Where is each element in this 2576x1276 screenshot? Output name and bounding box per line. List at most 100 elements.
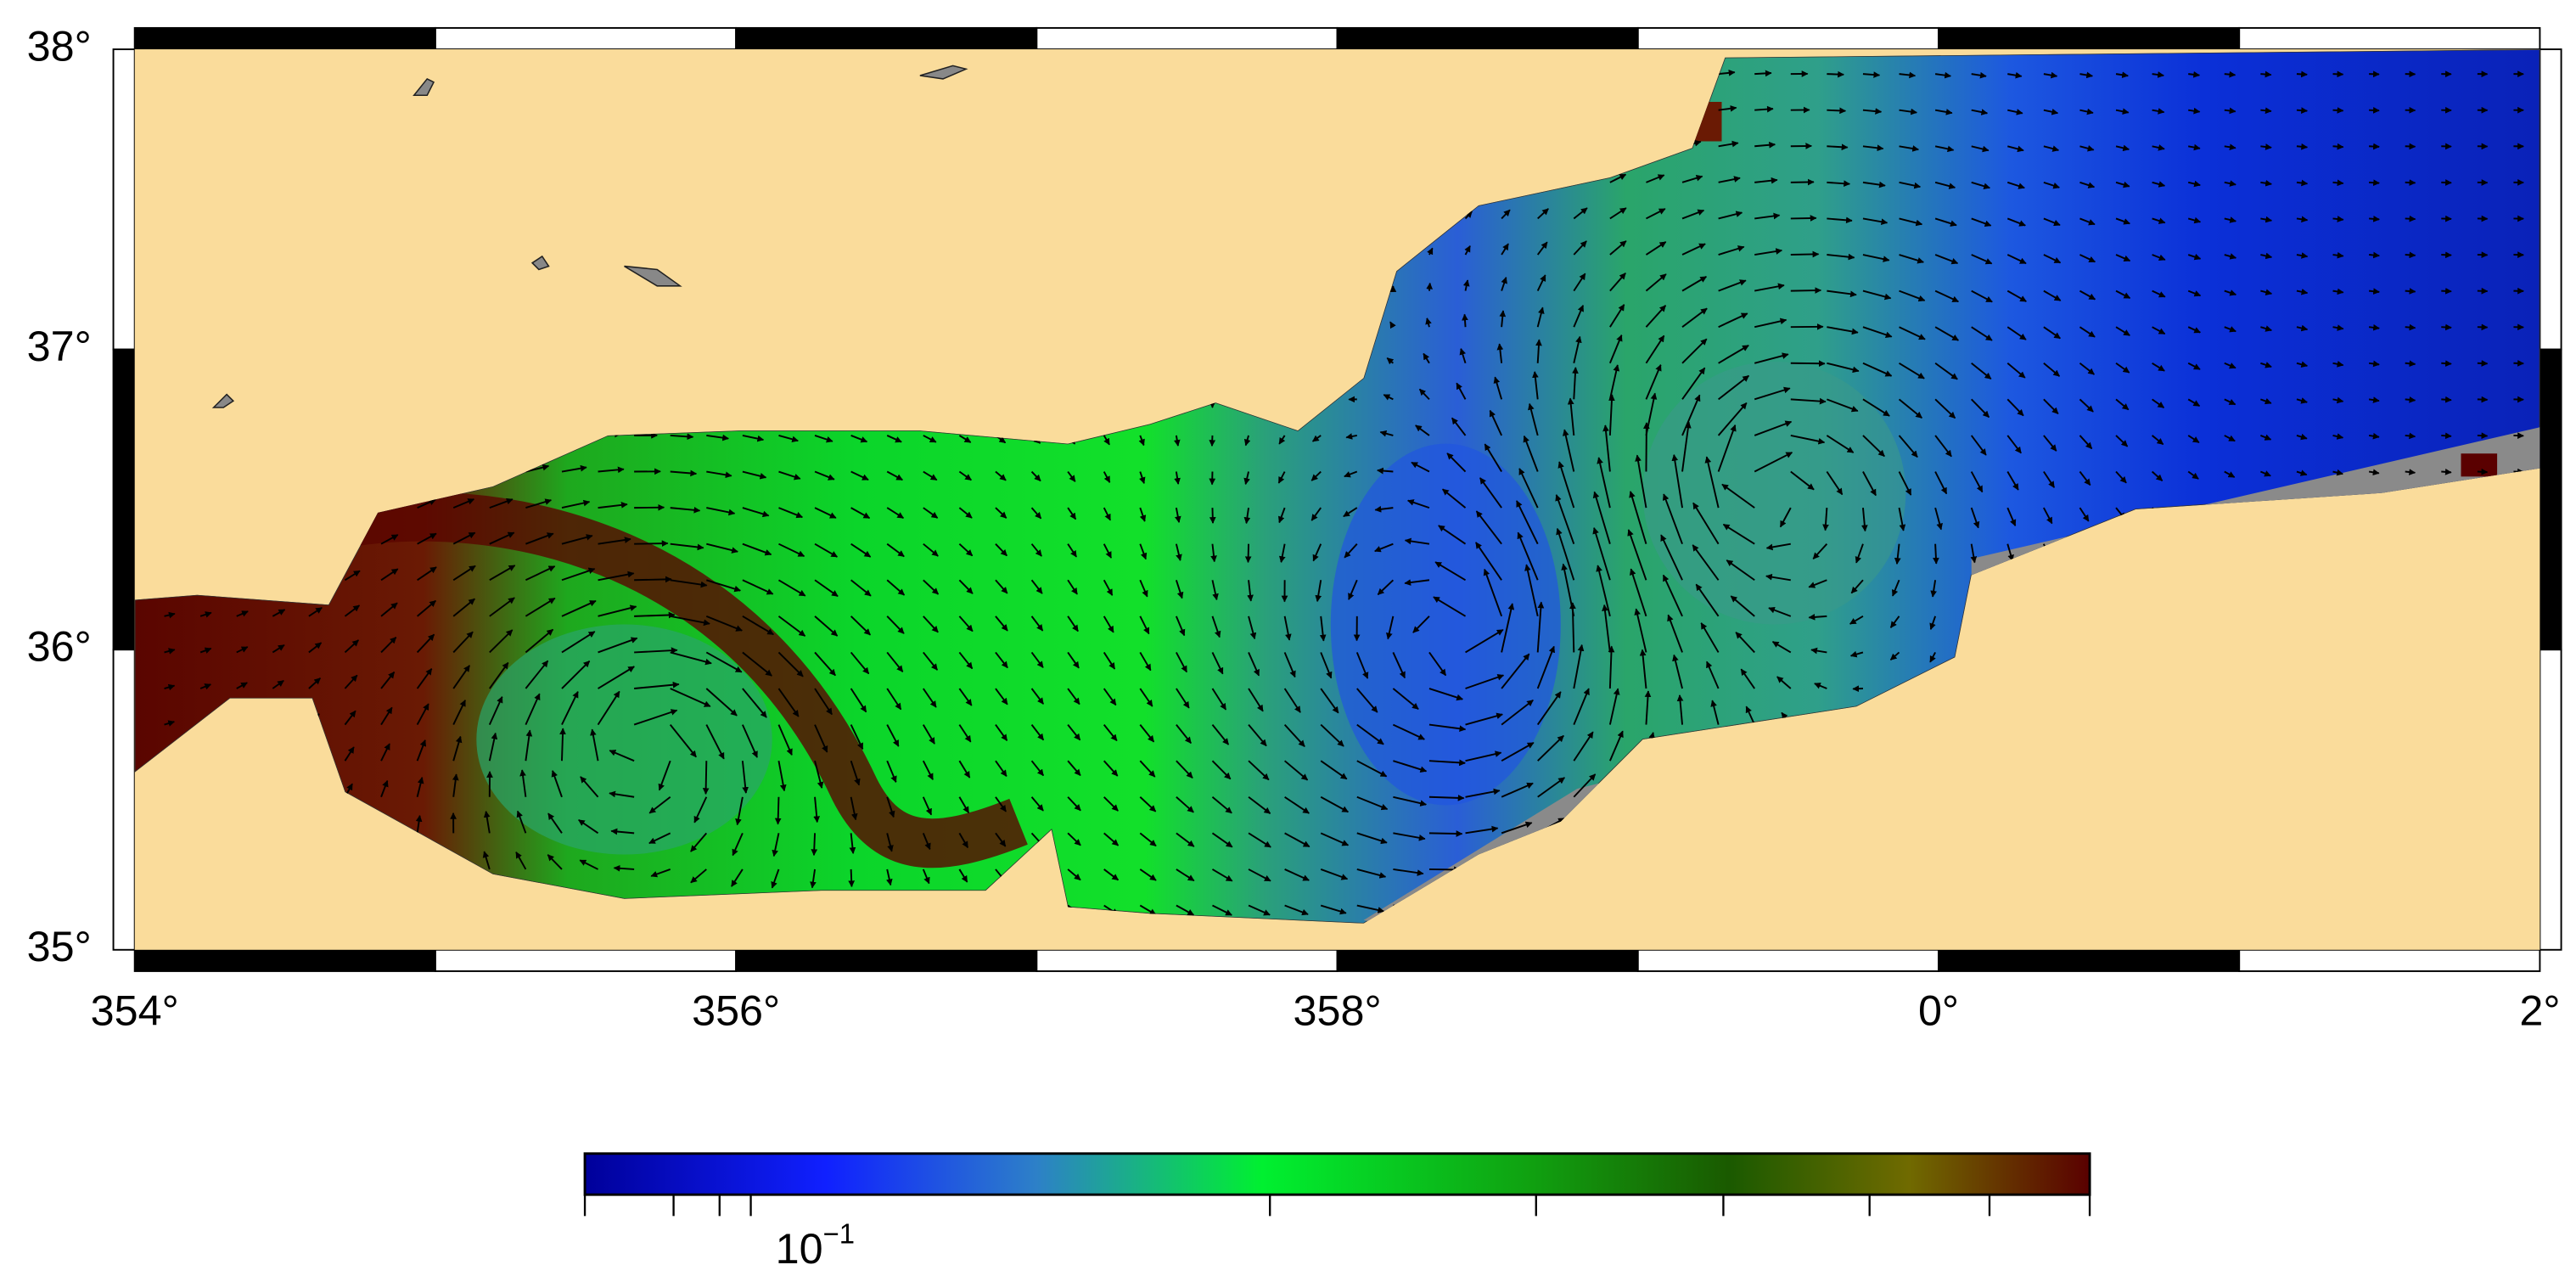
current-arrow	[1356, 904, 1385, 913]
current-arrow	[1030, 543, 1042, 557]
current-arrow	[1556, 527, 1575, 581]
current-arrow	[2187, 362, 2201, 370]
current-arrow	[1671, 453, 1683, 509]
current-arrow	[1700, 622, 1720, 653]
current-arrow	[1754, 452, 1793, 473]
current-arrow	[1573, 731, 1594, 762]
current-arrow	[1030, 579, 1043, 594]
current-arrow	[452, 565, 476, 582]
current-arrow	[702, 761, 710, 795]
frame-bar	[1636, 26, 1939, 51]
current-arrow	[417, 532, 437, 545]
current-arrow	[2332, 251, 2344, 259]
current-arrow	[1592, 527, 1611, 581]
current-arrow	[1849, 650, 1864, 658]
current-arrow	[1608, 688, 1620, 725]
current-arrow	[579, 859, 598, 870]
current-arrow	[1718, 345, 1749, 364]
frame-bar	[112, 348, 136, 651]
current-arrow	[2043, 181, 2060, 189]
current-arrow	[2332, 396, 2344, 404]
current-arrow	[1320, 688, 1339, 714]
current-arrow	[1428, 830, 1463, 837]
current-arrow	[923, 542, 939, 557]
current-arrow	[2043, 435, 2057, 452]
current-arrow	[742, 616, 774, 636]
current-arrow	[525, 729, 533, 762]
current-arrow	[2224, 362, 2236, 369]
current-arrow	[2079, 435, 2093, 450]
current-arrow	[850, 760, 861, 786]
current-arrow	[1646, 174, 1665, 183]
current-arrow	[1030, 760, 1045, 777]
current-arrow	[1971, 398, 1990, 419]
current-arrow	[1209, 435, 1216, 447]
current-arrow	[813, 796, 821, 823]
current-arrow	[1934, 181, 1956, 189]
current-arrow	[670, 542, 704, 551]
current-arrow	[1428, 688, 1463, 701]
current-arrow	[1681, 243, 1706, 256]
current-arrow	[1634, 608, 1647, 653]
current-arrow	[850, 507, 871, 520]
current-arrow	[886, 435, 902, 443]
frame-bar	[1938, 948, 2241, 972]
current-arrow	[2296, 361, 2309, 368]
current-arrow	[1174, 471, 1181, 485]
current-arrow	[1392, 652, 1406, 679]
current-arrow	[1211, 796, 1232, 814]
current-arrow	[1356, 795, 1389, 811]
current-arrow	[923, 579, 940, 595]
current-arrow	[1827, 289, 1857, 298]
current-arrow	[958, 724, 972, 743]
current-arrow	[2115, 398, 2130, 411]
current-arrow	[1501, 782, 1534, 798]
current-arrow	[2296, 433, 2308, 441]
current-arrow	[1176, 688, 1190, 709]
current-arrow	[1573, 273, 1586, 292]
current-arrow	[2006, 254, 2027, 265]
current-arrow	[561, 631, 596, 654]
current-arrow	[452, 773, 459, 797]
current-arrow	[1573, 207, 1588, 220]
current-arrow	[1103, 723, 1118, 742]
colorbar-label-base: 10	[776, 1224, 823, 1273]
current-arrow	[417, 566, 437, 582]
current-arrow	[1810, 647, 1827, 655]
current-arrow	[1537, 208, 1549, 220]
current-arrow	[1176, 904, 1195, 916]
current-arrow	[1573, 773, 1597, 798]
current-arrow	[1562, 429, 1575, 472]
current-arrow	[1067, 651, 1080, 669]
current-arrow	[598, 571, 635, 582]
current-arrow	[922, 724, 935, 745]
current-arrow	[1496, 343, 1504, 363]
current-arrow	[958, 796, 970, 814]
current-arrow	[1536, 241, 1548, 256]
current-arrow	[1899, 289, 1926, 302]
current-arrow	[706, 507, 736, 516]
current-arrow	[482, 851, 491, 870]
current-arrow	[1822, 508, 1829, 531]
current-arrow	[1609, 240, 1627, 256]
current-arrow	[1899, 181, 1922, 189]
current-arrow	[164, 648, 176, 655]
current-arrow	[1030, 507, 1042, 520]
current-arrow	[2188, 70, 2201, 78]
current-arrow	[742, 542, 772, 556]
current-arrow	[1103, 796, 1119, 812]
current-arrow	[1475, 542, 1502, 581]
current-arrow	[995, 760, 1007, 777]
current-arrow	[1718, 140, 1739, 148]
current-arrow	[561, 691, 579, 726]
current-arrow	[1660, 534, 1683, 581]
current-arrow	[742, 579, 774, 595]
current-arrow	[1717, 424, 1737, 472]
current-arrow	[1284, 904, 1309, 916]
current-arrow	[1284, 760, 1309, 781]
current-arrow	[1528, 402, 1539, 436]
current-arrow	[1771, 641, 1792, 654]
current-arrow	[1392, 688, 1419, 710]
current-arrow	[1862, 254, 1890, 262]
current-arrow	[1536, 274, 1546, 292]
